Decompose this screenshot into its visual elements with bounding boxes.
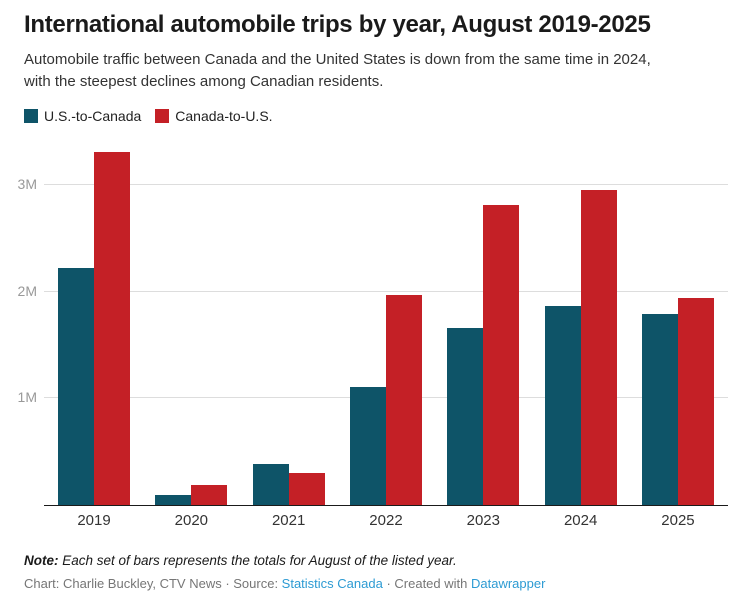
legend-item-us-to-canada: U.S.-to-Canada bbox=[24, 108, 141, 124]
bar-u-s-to-canada-2023 bbox=[447, 328, 484, 505]
bar-u-s-to-canada-2024 bbox=[544, 306, 581, 505]
source-link[interactable]: Statistics Canada bbox=[281, 576, 383, 591]
bar-u-s-to-canada-2025 bbox=[641, 314, 678, 505]
bar-canada-to-u-s--2020 bbox=[191, 485, 228, 505]
x-label-2024: 2024 bbox=[563, 512, 598, 529]
bar-u-s-to-canada-2020 bbox=[155, 495, 192, 505]
bar-canada-to-u-s--2019 bbox=[94, 152, 130, 505]
footer: Note: Each set of bars represents the to… bbox=[24, 552, 726, 593]
header: International automobile trips by year, … bbox=[0, 0, 750, 93]
bar-u-s-to-canada-2021 bbox=[252, 464, 289, 505]
bars-layer bbox=[44, 146, 728, 505]
x-axis-labels: 2019 2020 2021 2022 2023 2024 2025 bbox=[44, 512, 728, 529]
bar-group-2024 bbox=[544, 190, 617, 505]
legend-label-us-to-canada: U.S.-to-Canada bbox=[44, 108, 142, 124]
datawrapper-link[interactable]: Datawrapper bbox=[471, 576, 546, 591]
bar-group-2023 bbox=[447, 205, 520, 505]
chart-title: International automobile trips by year, … bbox=[24, 11, 651, 38]
legend-item-canada-to-us: Canada-to-U.S. bbox=[155, 108, 273, 124]
bar-group-2021 bbox=[252, 464, 325, 505]
x-label-2021: 2021 bbox=[271, 512, 306, 529]
bar-u-s-to-canada-2019 bbox=[58, 268, 94, 505]
bar-canada-to-u-s--2023 bbox=[483, 205, 520, 505]
x-label-2022: 2022 bbox=[369, 512, 403, 529]
gridline-2M: 2M bbox=[18, 283, 728, 299]
plot-area: 1M 2M 3M bbox=[18, 146, 728, 506]
bar-canada-to-u-s--2025 bbox=[677, 298, 714, 505]
y-tick-label-3M: 3M bbox=[17, 176, 37, 192]
x-label-2020: 2020 bbox=[174, 512, 209, 529]
note-label: Note: bbox=[24, 553, 59, 568]
y-tick-label-2M: 2M bbox=[17, 282, 37, 299]
bar-group-2020 bbox=[155, 485, 228, 505]
x-label-2025: 2025 bbox=[661, 512, 695, 529]
legend-swatch-us-to-canada bbox=[24, 109, 38, 123]
bar-u-s-to-canada-2022 bbox=[349, 387, 386, 505]
byline: Chart: Charlie Buckley, CTV News · Sourc… bbox=[24, 575, 726, 593]
bar-group-2025 bbox=[641, 298, 714, 505]
legend-swatch-canada-to-us bbox=[155, 109, 170, 123]
note-text: Each set of bars represents the totals f… bbox=[58, 553, 457, 568]
bar-canada-to-u-s--2022 bbox=[385, 295, 422, 505]
bar-canada-to-u-s--2024 bbox=[580, 190, 617, 505]
gridline-3M: 3M bbox=[18, 176, 728, 192]
bar-group-2022 bbox=[349, 295, 422, 505]
byline-middle: · Created with bbox=[382, 576, 471, 591]
bar-canada-to-u-s--2021 bbox=[288, 473, 325, 505]
legend-label-canada-to-us: Canada-to-U.S. bbox=[175, 108, 273, 124]
y-tick-label-1M: 1M bbox=[17, 389, 37, 406]
chart-subtitle: Automobile traffic between Canada and th… bbox=[24, 51, 651, 90]
x-label-2019: 2019 bbox=[77, 512, 111, 529]
x-label-2023: 2023 bbox=[466, 512, 500, 529]
bar-chart: 1M 2M 3M 2019 2020 2021 2022 2023 2024 2025 bbox=[0, 146, 750, 529]
bar-group-2019 bbox=[58, 152, 130, 505]
legend: U.S.-to-Canada Canada-to-U.S. bbox=[24, 108, 750, 124]
byline-prefix: Chart: Charlie Buckley, CTV News · Sourc… bbox=[24, 576, 282, 591]
note-line: Note: Each set of bars represents the to… bbox=[24, 552, 726, 570]
